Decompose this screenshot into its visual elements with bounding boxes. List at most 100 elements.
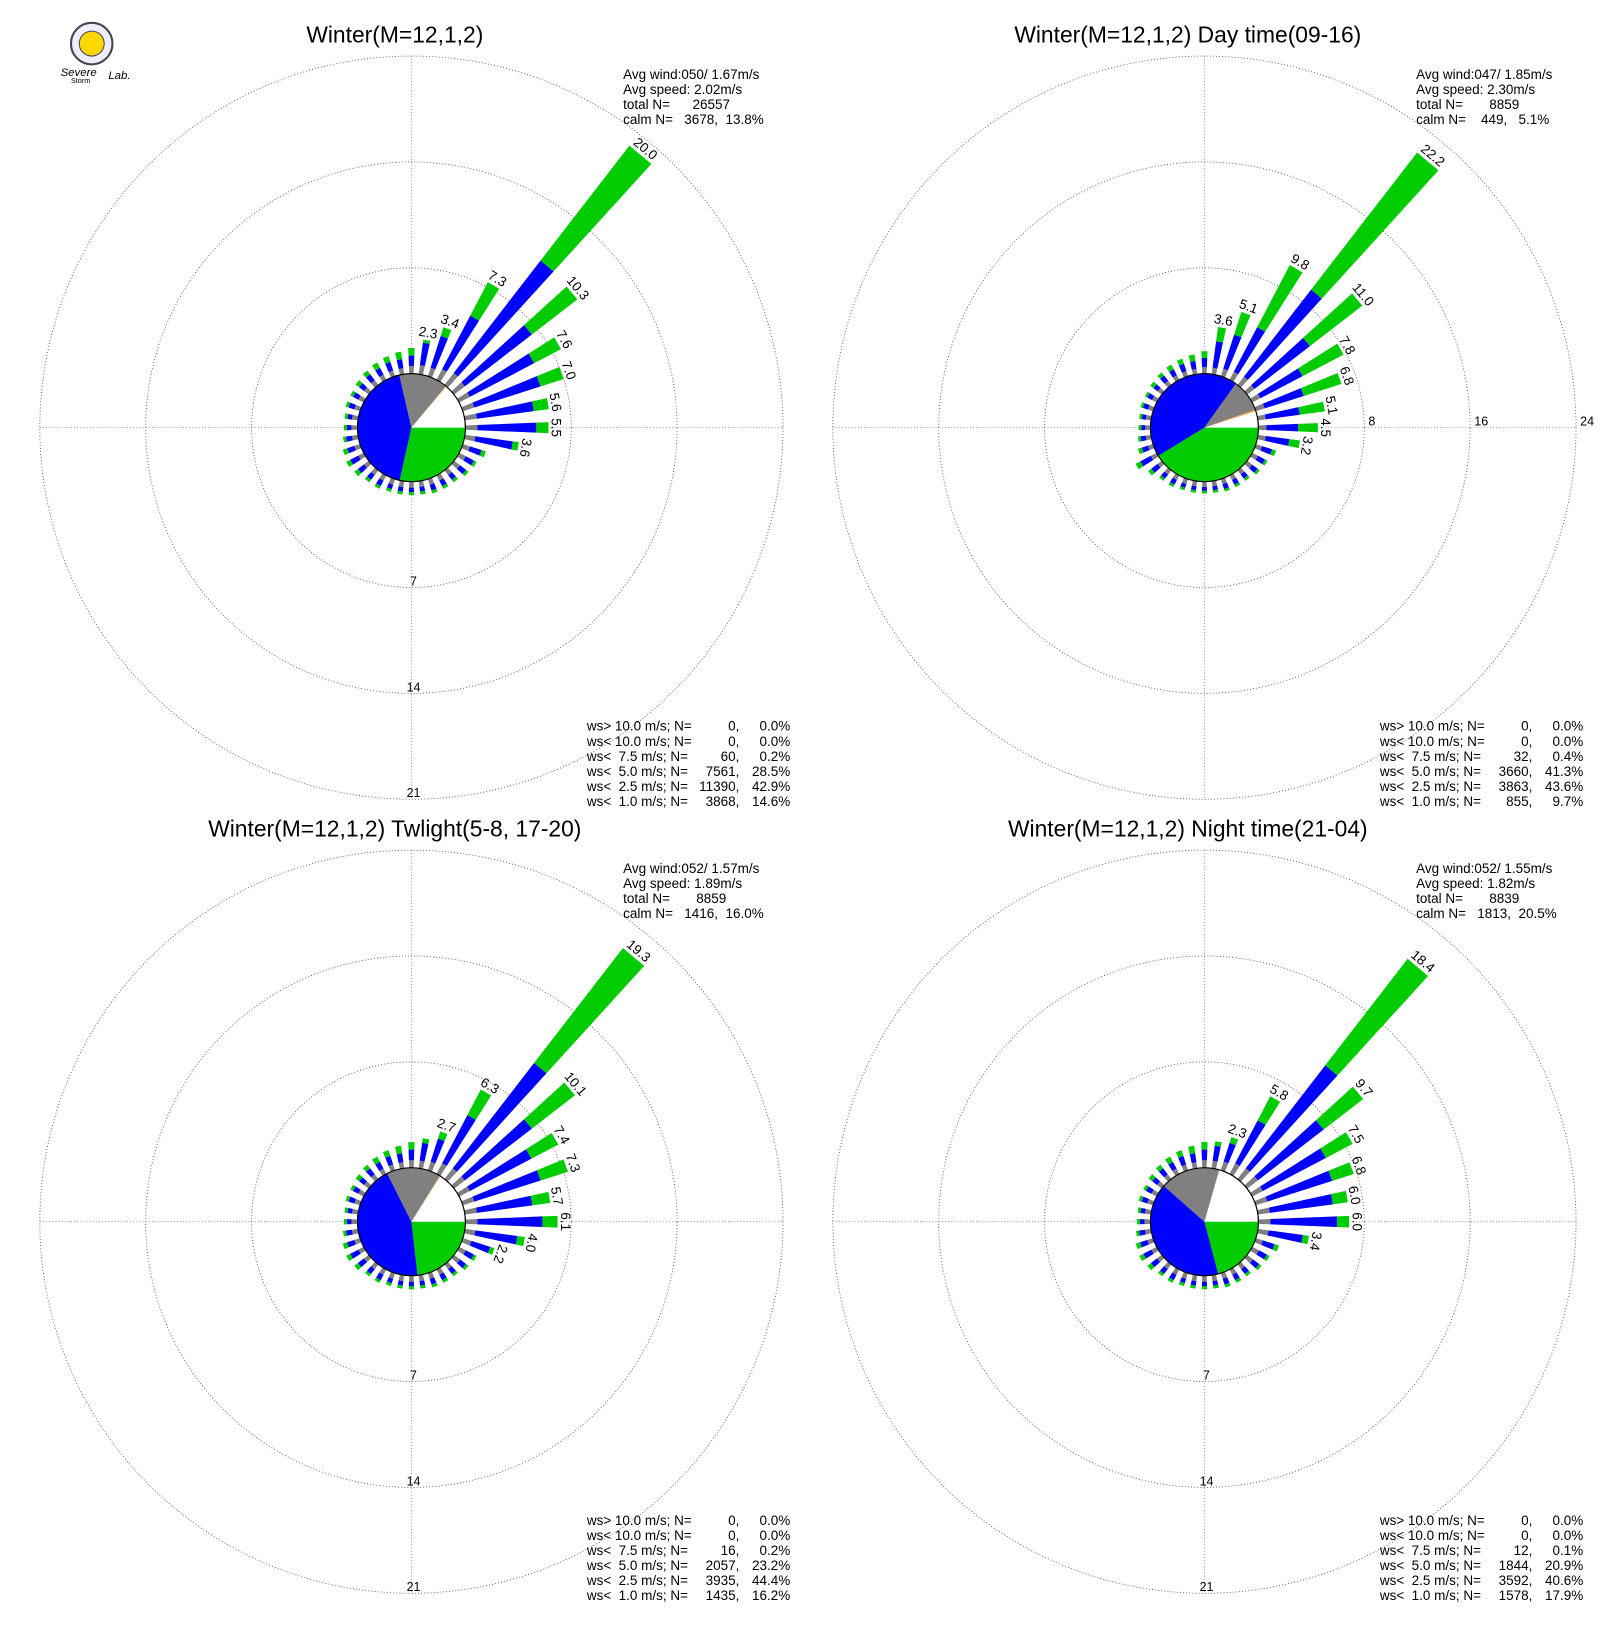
rose-bar-segment (1190, 361, 1197, 370)
rose-bar-segment (1212, 489, 1219, 493)
rose-bar-segment (352, 1186, 361, 1194)
rose-bar-segment (1190, 1280, 1197, 1286)
rose-bar-segment (1244, 460, 1253, 469)
rose-bar-segment (362, 1164, 371, 1172)
rose-bar-segment (451, 1176, 465, 1189)
rose-bar-segment (342, 1242, 349, 1250)
rose-bar-segment (470, 282, 500, 321)
rose-bar-segment (1140, 455, 1154, 467)
rose-bar-segment (346, 1219, 352, 1225)
rose-bar-segment (354, 404, 362, 412)
rose-bar-segment (1240, 471, 1248, 479)
rose-bar-segment (1245, 1065, 1338, 1172)
rose-bar-segment (1201, 357, 1208, 368)
rose-bar-segment (1229, 1267, 1237, 1275)
rose-bar-segment (354, 468, 362, 477)
rose-bar-segment (1211, 1160, 1218, 1169)
grid-ring (938, 955, 1471, 1488)
rose-bar-segment (464, 1207, 477, 1215)
rose-bar-segment (436, 1267, 444, 1275)
rose-bar-segment (477, 1216, 543, 1227)
rose-bar-segment (461, 1196, 475, 1206)
rose-bar-segment (471, 460, 477, 467)
rose-bar-segment (1157, 1270, 1165, 1277)
info-line: total N= 8859 (1416, 97, 1519, 112)
rose-bar-segment (442, 483, 449, 489)
rose-bar-segment (346, 459, 354, 467)
rose-bar-segment (439, 1272, 447, 1281)
legend-label: ws< 10.0 m/s; N= (1379, 734, 1485, 749)
rose-bar-segment (375, 367, 384, 377)
rose-bar-segment (358, 1246, 366, 1254)
info-line: total N= 8839 (1416, 891, 1519, 906)
legend-count: 3863, (1499, 779, 1533, 794)
rose-bar-segment (1255, 1263, 1262, 1271)
rose-bar-segment (350, 1184, 356, 1191)
rose-bar-segment (397, 1284, 403, 1289)
rose-bar-segment (451, 1270, 458, 1277)
rose-bar-segment (436, 369, 447, 383)
info-line: Avg speed: 2.30m/s (1416, 82, 1535, 97)
pie-wedge (1204, 1221, 1259, 1274)
rose-bar-segment (431, 488, 438, 494)
rose-bar-segment (461, 325, 532, 387)
rose-bar-segment (1232, 1272, 1240, 1281)
rose-bar-segment (1237, 1168, 1250, 1182)
wind-rose: 714212.33.47.320.010.37.67.05.65.53.6Win… (39, 22, 791, 809)
rose-bar-segment (397, 486, 404, 492)
rose-bar-segment (388, 477, 396, 485)
rose-bar-segment (475, 401, 534, 419)
pie-outline (356, 1167, 466, 1277)
rose-bar-segment (1256, 1250, 1267, 1260)
info-line: calm N= 3678, 13.8% (623, 112, 764, 127)
rose-bar-segment (536, 1159, 569, 1181)
legend-label: ws< 7.5 m/s; N= (586, 1543, 688, 1558)
legend-percent: 44.4% (752, 1573, 790, 1588)
rose-bar-segment (376, 1272, 384, 1281)
rose-bar-segment (354, 444, 362, 451)
r-tick-label: 14 (1200, 1474, 1214, 1488)
rose-bar-segment (351, 434, 359, 441)
rose-bar-segment (1234, 311, 1251, 338)
rose-bar-segment (1303, 293, 1363, 347)
rose-bar-segment (1201, 490, 1208, 494)
rose-bar-segment (439, 478, 447, 487)
rose-bar-segment (427, 1271, 435, 1279)
bar-label: 6.1 (558, 1212, 573, 1231)
rose-bar-segment (1212, 485, 1218, 491)
rose-bar-segment (1272, 1244, 1279, 1252)
rose-bar-segment (358, 1189, 366, 1197)
rose-bar-segment (1147, 405, 1155, 412)
pie-wedge (1150, 373, 1236, 456)
logo-text: Storm (71, 76, 90, 85)
rose-bar-segment (1139, 413, 1143, 420)
rose-bar-segment (1229, 1137, 1239, 1146)
rose-bar-segment (462, 1263, 469, 1271)
rose-bar-segment (437, 1131, 448, 1141)
rose-bar-segment (457, 1186, 470, 1197)
pie-wedge (357, 1173, 418, 1276)
legend-label: ws< 10.0 m/s; N= (586, 1528, 692, 1543)
rose-bar-segment (1169, 477, 1177, 485)
rose-bar-segment (429, 483, 437, 491)
rose-bar-segment (1331, 1190, 1348, 1205)
rose-bar-segment (524, 286, 578, 335)
rose-bar-segment (396, 1153, 404, 1164)
rose-bar-segment (1143, 1249, 1154, 1259)
rose-bar-segment (347, 413, 353, 420)
rose-bar-segment (358, 452, 366, 460)
rose-bar-segment (1137, 1207, 1142, 1214)
rose-bar-segment (1151, 463, 1161, 473)
rose-bar-segment (355, 380, 363, 388)
legend-count: 3935, (706, 1573, 740, 1588)
rose-bar-segment (358, 395, 366, 403)
rose-bar-segment (440, 327, 452, 339)
legend-label: ws> 10.0 m/s; N= (1379, 1513, 1485, 1528)
rose-bar-segment (1336, 1215, 1350, 1228)
rose-bar-segment (1147, 444, 1155, 451)
rose-bar-segment (461, 444, 471, 451)
legend-percent: 0.0% (760, 719, 791, 734)
info-line: Avg speed: 1.89m/s (623, 876, 742, 891)
rose-bar-segment (1172, 1168, 1180, 1177)
rose-bar-segment (1254, 444, 1263, 451)
